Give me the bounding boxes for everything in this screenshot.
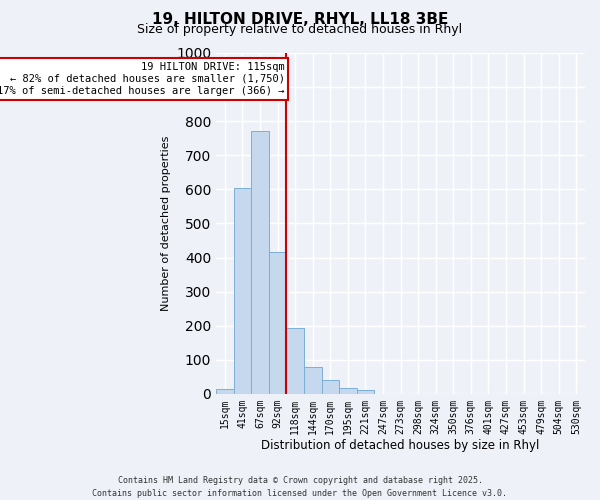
Text: Size of property relative to detached houses in Rhyl: Size of property relative to detached ho… <box>137 22 463 36</box>
Y-axis label: Number of detached properties: Number of detached properties <box>161 136 170 311</box>
Bar <box>304 367 322 394</box>
Bar <box>216 388 234 394</box>
Bar <box>356 390 374 394</box>
Bar <box>322 380 339 394</box>
Text: Contains HM Land Registry data © Crown copyright and database right 2025.
Contai: Contains HM Land Registry data © Crown c… <box>92 476 508 498</box>
Bar <box>251 132 269 394</box>
Bar <box>269 252 286 394</box>
Text: 19, HILTON DRIVE, RHYL, LL18 3BE: 19, HILTON DRIVE, RHYL, LL18 3BE <box>152 12 448 28</box>
X-axis label: Distribution of detached houses by size in Rhyl: Distribution of detached houses by size … <box>262 440 540 452</box>
Text: 19 HILTON DRIVE: 115sqm
← 82% of detached houses are smaller (1,750)
17% of semi: 19 HILTON DRIVE: 115sqm ← 82% of detache… <box>0 62 284 96</box>
Bar <box>339 388 356 394</box>
Bar <box>286 328 304 394</box>
Bar <box>234 188 251 394</box>
